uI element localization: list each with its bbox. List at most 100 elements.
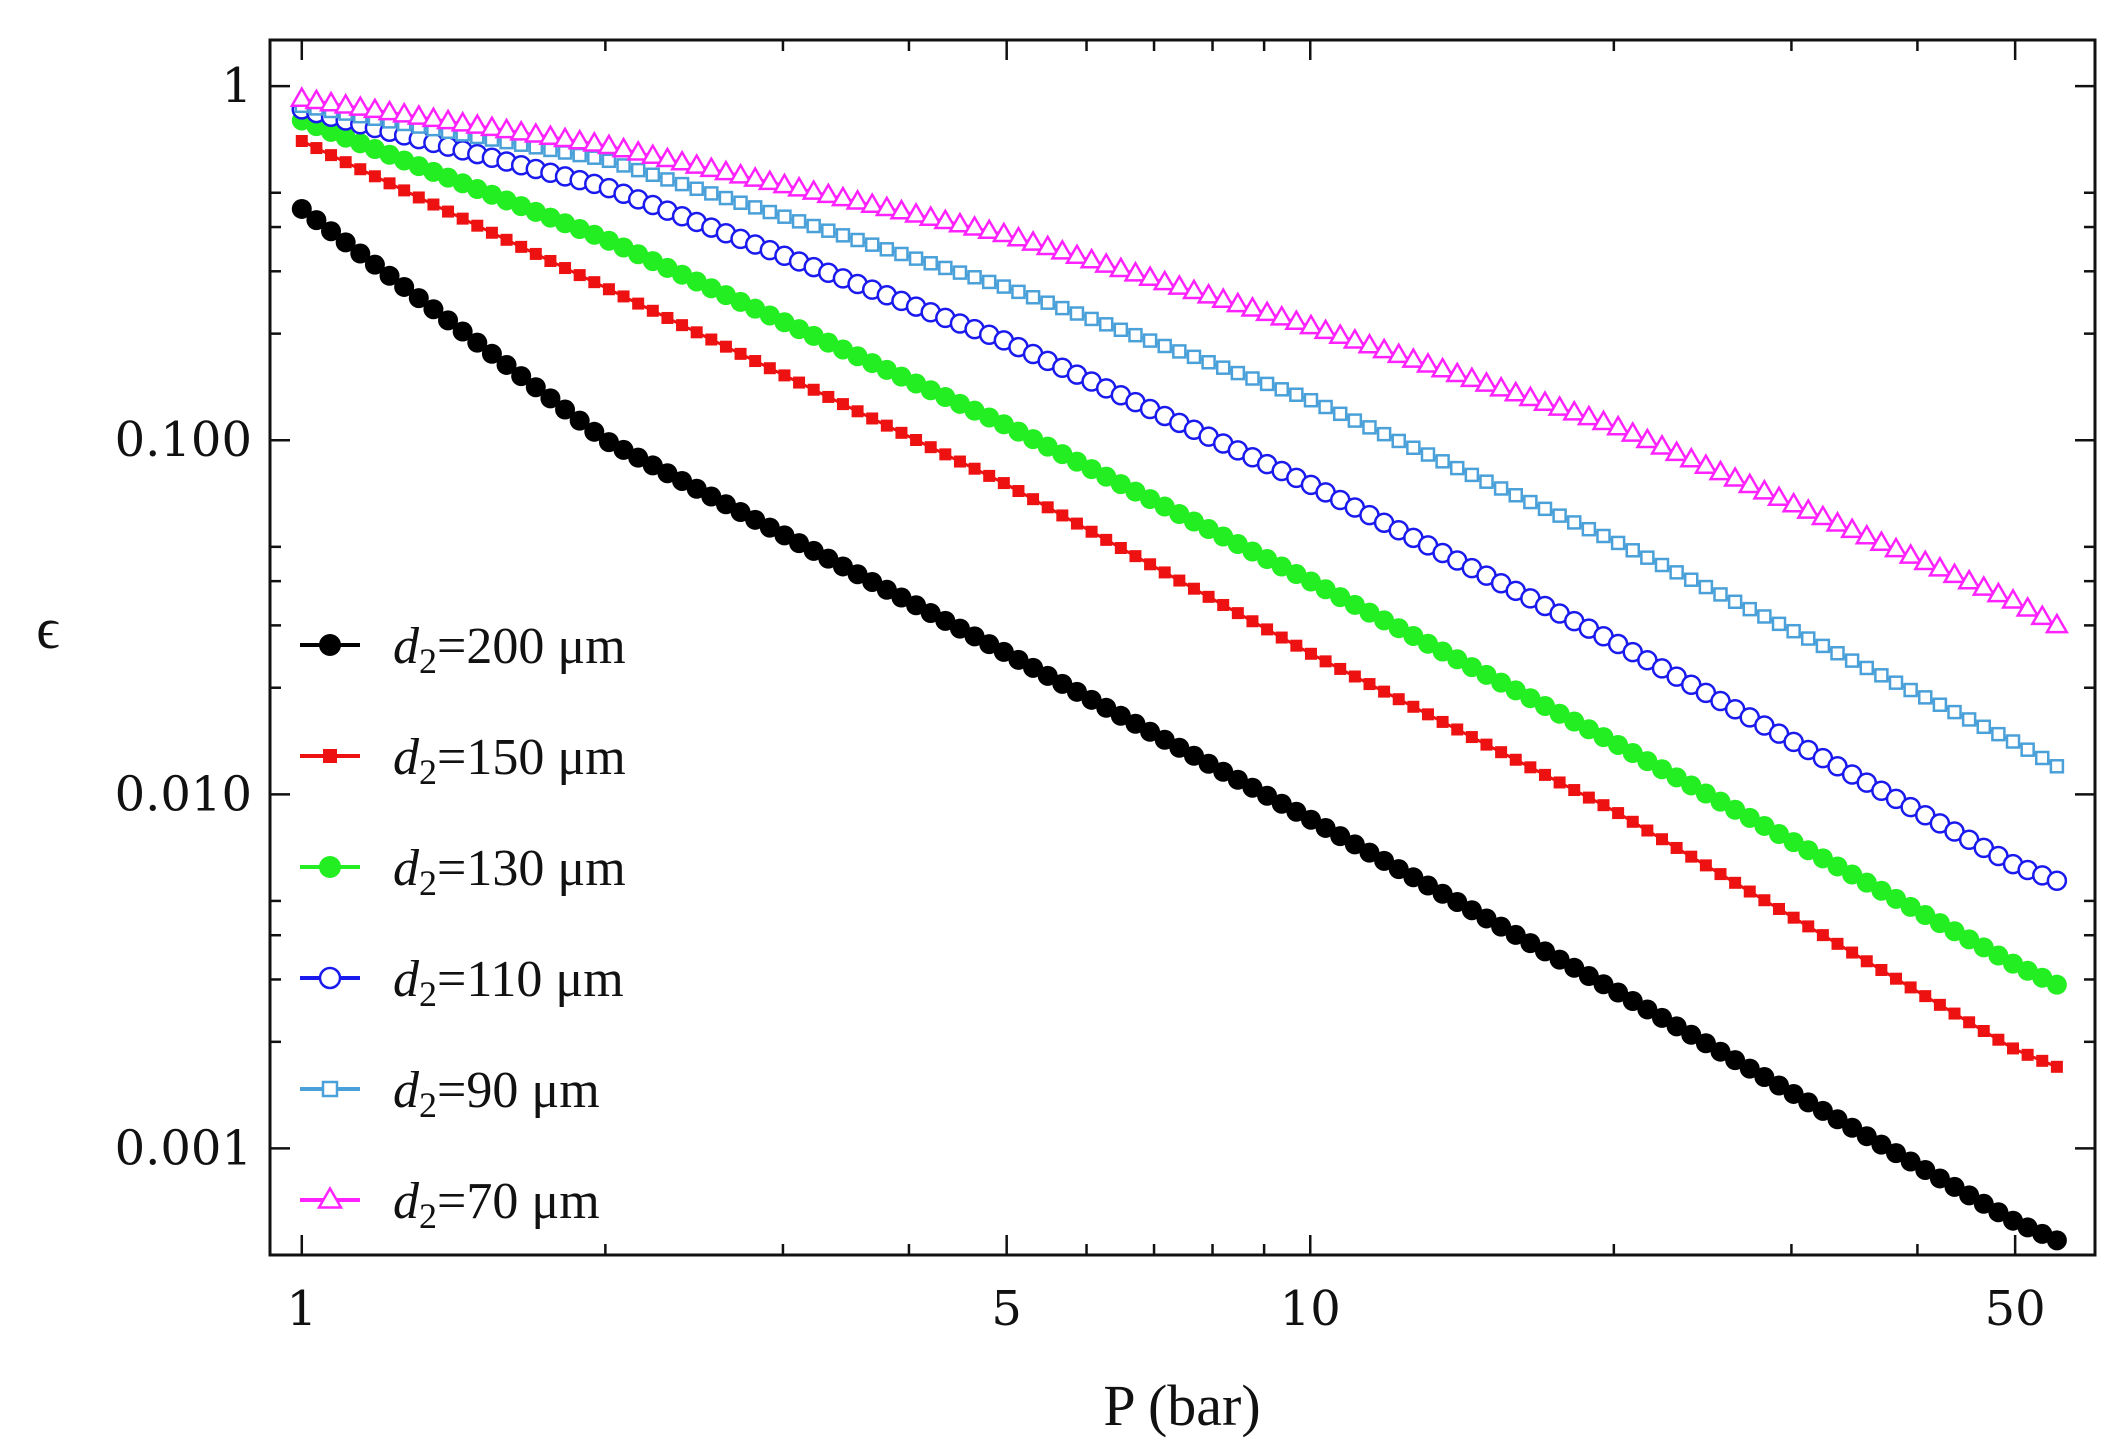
series-200-point-81 <box>1476 908 1497 929</box>
series-200-point-65 <box>1242 777 1263 798</box>
series-150-point-117 <box>2007 1042 2020 1055</box>
series-70-point-107 <box>1854 523 1879 545</box>
series-90-point-52 <box>1055 300 1070 316</box>
series-130-point-77 <box>1417 633 1438 654</box>
legend-symbol: d <box>393 951 420 1008</box>
series-200-point-46 <box>964 626 985 647</box>
series-70-point-113 <box>1942 562 1967 584</box>
series-150-point-5 <box>368 170 381 183</box>
series-70-point-6 <box>377 99 402 121</box>
series-130-point-78 <box>1432 641 1453 662</box>
series-150-point-20 <box>588 276 601 289</box>
series-200-point-70 <box>1315 817 1336 838</box>
series-150-point-18 <box>559 262 572 275</box>
series-110-point-120 <box>2046 870 2068 892</box>
series-90-point-68 <box>1289 387 1304 402</box>
series-200-point-21 <box>598 432 619 453</box>
legend-label-130: d2=130 μm <box>393 840 626 903</box>
series-90-point-104 <box>1815 638 1831 654</box>
series-150-point-91 <box>1626 815 1639 828</box>
series-90-point-119 <box>2035 750 2050 766</box>
series-70-point-15 <box>509 119 534 141</box>
series-70-point-37 <box>830 185 856 207</box>
series-150-point-55 <box>1100 533 1113 546</box>
series-70-point-69 <box>1298 313 1324 335</box>
series-90-point-62 <box>1201 355 1216 370</box>
series-90-point-75 <box>1391 433 1406 449</box>
series-130-point-91 <box>1622 743 1643 764</box>
series-150-point-2 <box>325 149 338 162</box>
series-200-point-73 <box>1359 842 1380 863</box>
series-70-point-77 <box>1415 351 1441 373</box>
series-90 <box>294 98 2065 774</box>
series-200-point-67 <box>1271 793 1292 814</box>
series-90-point-46 <box>967 270 982 285</box>
series-130-point-98 <box>1725 799 1746 820</box>
series-130-point-113 <box>1944 921 1965 942</box>
series-200-point-88 <box>1578 966 1599 987</box>
series-70-point-0 <box>289 86 314 107</box>
series-200-point-37 <box>832 556 853 577</box>
series-200-point-90 <box>1608 982 1629 1003</box>
series-200-point-116 <box>1988 1202 2009 1223</box>
series-70-point-66 <box>1255 300 1280 322</box>
series-200-point-74 <box>1374 850 1395 871</box>
series-200-point-82 <box>1491 916 1512 937</box>
series-70-point-89 <box>1591 409 1616 431</box>
series-150-point-113 <box>1948 1007 1961 1020</box>
series-200-point-69 <box>1300 809 1321 830</box>
series-150-point-67 <box>1275 631 1288 644</box>
series-150-point-26 <box>676 319 689 332</box>
series-200-point-93 <box>1651 1007 1672 1028</box>
series-90-point-120 <box>2049 759 2065 774</box>
series-150-point-17 <box>544 254 557 267</box>
series-70-point-95 <box>1679 446 1704 468</box>
tick-layer <box>270 40 2095 1257</box>
series-200-point-55 <box>1096 697 1117 718</box>
series-150-point-24 <box>646 304 659 317</box>
series-70-point-120 <box>2044 612 2069 634</box>
series-130-point-92 <box>1637 751 1658 772</box>
series-70-point-75 <box>1386 342 1411 364</box>
legend-marker-70 <box>316 1186 344 1209</box>
series-150-point-54 <box>1085 525 1098 538</box>
series-90-point-24 <box>645 167 661 183</box>
series-200-point-112 <box>1929 1168 1950 1189</box>
series-90-point-97 <box>1713 587 1728 602</box>
series-70-point-19 <box>567 128 592 150</box>
series-150-point-22 <box>617 290 630 303</box>
series-150-point-65 <box>1246 615 1259 628</box>
series-70-point-8 <box>406 104 431 125</box>
series-70-point-103 <box>1796 498 1821 519</box>
series-200-point-102 <box>1783 1083 1804 1104</box>
series-200-point-106 <box>1842 1117 1863 1138</box>
series-200-point-99 <box>1739 1058 1760 1079</box>
legend-value: =200 μm <box>437 618 626 675</box>
series-70-point-116 <box>1986 581 2011 603</box>
series-70-point-22 <box>611 136 636 158</box>
series-150-point-80 <box>1465 731 1478 744</box>
series-150-point-44 <box>939 448 952 461</box>
series-70-point-83 <box>1503 380 1528 402</box>
legend-subscript: 2 <box>419 974 437 1014</box>
series-150-point-38 <box>851 405 864 418</box>
legend-label-150: d2=150 μm <box>393 729 626 792</box>
series-150-point-60 <box>1173 574 1186 587</box>
series-70-point-26 <box>669 149 695 171</box>
series-150-point-87 <box>1568 784 1581 797</box>
series-150-point-53 <box>1070 517 1083 530</box>
series-70-point-108 <box>1869 530 1894 551</box>
series-70-point-79 <box>1445 361 1470 383</box>
series-200-point-42 <box>906 595 927 616</box>
series-130-point-115 <box>1973 937 1994 958</box>
series-90-point-27 <box>689 181 704 196</box>
series-90-point-35 <box>806 218 821 234</box>
legend-symbol: d <box>393 1062 420 1119</box>
series-130-point-96 <box>1695 783 1716 804</box>
series-150-point-68 <box>1290 639 1303 652</box>
series-130-point-107 <box>1856 872 1877 893</box>
legend-value: =70 μm <box>437 1173 600 1230</box>
series-90-point-25 <box>660 172 675 187</box>
y-tick-label-0.001: 0.001 <box>115 1120 252 1176</box>
series-90-point-43 <box>923 256 938 271</box>
